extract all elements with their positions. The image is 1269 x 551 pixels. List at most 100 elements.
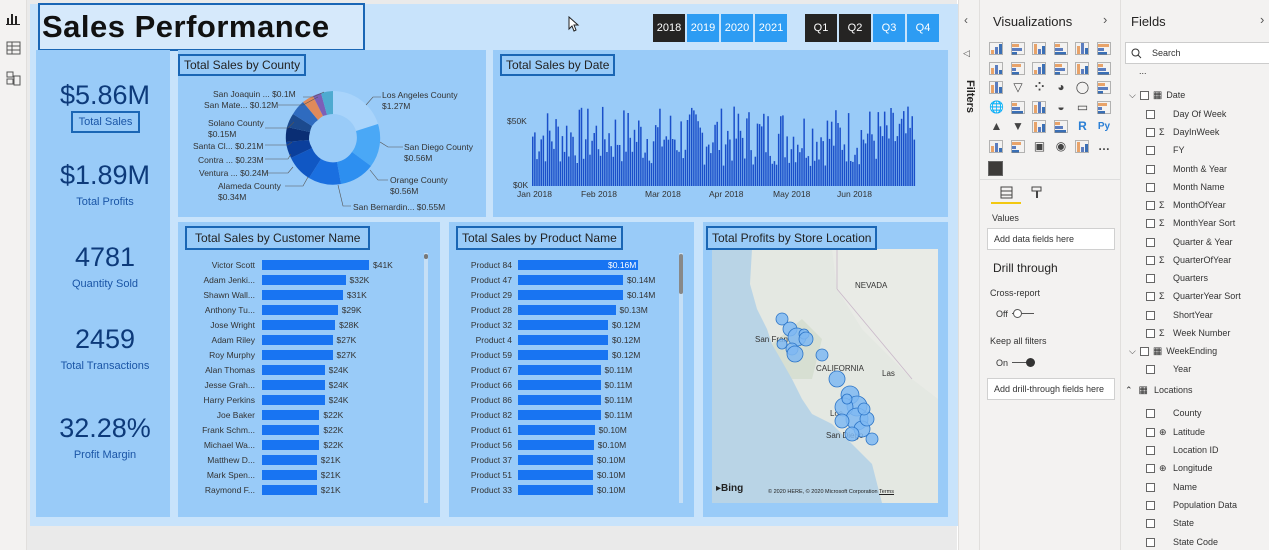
date-column[interactable] [773,161,776,186]
product-bar[interactable] [518,350,608,360]
date-column[interactable] [748,112,750,186]
customer-scroll-thumb[interactable] [424,254,428,259]
date-column[interactable] [881,136,884,186]
date-column[interactable] [536,159,538,186]
date-column-chart[interactable] [532,100,917,186]
customer-bar[interactable] [262,410,320,420]
date-column[interactable] [595,125,598,186]
product-bar[interactable] [518,470,593,480]
date-column[interactable] [548,130,551,186]
model-view-icon[interactable] [5,70,22,87]
date-column[interactable] [538,151,540,186]
date-column[interactable] [618,145,621,186]
clustered-column-icon[interactable] [1053,42,1068,55]
store-location-bubble[interactable] [844,426,860,442]
drill-through-well[interactable]: Add drill-through fields here [987,378,1115,400]
collapse-chevron-icon[interactable]: ⌃ [1125,385,1133,395]
date-column[interactable] [716,121,718,186]
customer-bar[interactable] [262,365,325,375]
collapse-left-icon[interactable]: ‹ [964,13,968,27]
date-column[interactable] [561,136,564,186]
date-column[interactable] [890,108,892,186]
quarter-slicer-q4[interactable]: Q4 [907,14,939,42]
field-item[interactable]: Quarters [1146,273,1208,287]
fields-search-input[interactable]: Search [1125,42,1269,64]
date-column[interactable] [563,151,566,186]
date-column[interactable] [597,149,600,186]
date-column[interactable] [903,111,905,186]
date-column[interactable] [568,156,570,187]
arcgis-icon[interactable]: ◉ [1055,138,1067,153]
date-column[interactable] [585,139,587,186]
field-item[interactable]: ⊕ Latitude [1146,427,1205,441]
date-column[interactable] [892,112,894,186]
date-column[interactable] [856,147,858,186]
date-column[interactable] [822,141,824,186]
store-location-bubble[interactable] [775,312,789,326]
field-item[interactable]: Year [1146,364,1191,378]
date-column[interactable] [599,155,602,186]
field-checkbox[interactable] [1146,183,1155,193]
date-column[interactable] [582,158,585,186]
field-checkbox[interactable] [1146,238,1155,248]
date-column[interactable] [807,156,810,186]
field-item[interactable]: Day Of Week [1146,109,1226,123]
date-column[interactable] [763,113,765,186]
filters-pane-collapsed[interactable]: ‹ ◁ Filters [958,0,979,550]
date-column[interactable] [551,141,553,186]
store-location-bubble[interactable] [828,370,846,388]
date-column[interactable] [631,151,634,186]
format-paint-roller-icon[interactable] [1029,185,1044,200]
field-checkbox[interactable] [1139,347,1149,357]
product-scrollbar[interactable] [679,253,683,503]
date-column[interactable] [580,107,583,186]
stacked-bar-icon[interactable] [989,42,1003,55]
product-bar[interactable] [518,440,594,450]
date-column[interactable] [786,136,788,186]
date-column[interactable] [695,114,697,186]
date-column[interactable] [886,125,888,186]
date-column[interactable] [629,137,632,186]
date-column[interactable] [691,107,693,186]
date-column[interactable] [640,126,642,186]
date-column[interactable] [648,160,651,186]
date-column[interactable] [544,161,547,186]
ribbon-icon[interactable] [1096,61,1111,75]
date-column[interactable] [811,128,814,186]
date-column[interactable] [839,127,841,186]
treemap-icon[interactable] [1096,81,1111,94]
pie-icon[interactable]: ◕ [1057,80,1065,94]
field-item[interactable]: State [1146,518,1194,532]
customer-scrollbar[interactable] [424,253,428,503]
date-column[interactable] [898,123,901,186]
date-column[interactable] [905,133,907,186]
product-bar[interactable] [518,335,608,345]
date-column[interactable] [752,164,754,187]
date-column[interactable] [593,133,595,186]
date-column[interactable] [852,161,854,186]
date-column[interactable] [722,165,725,186]
store-location-bubble[interactable] [834,413,850,429]
field-checkbox[interactable] [1146,128,1155,138]
field-checkbox[interactable] [1146,428,1155,438]
customer-bar[interactable] [262,335,333,345]
date-column[interactable] [760,126,763,186]
table-icon[interactable] [1032,120,1046,133]
field-item[interactable]: Σ QuarterOfYear [1146,255,1231,269]
quarter-slicer-q2[interactable]: Q2 [839,14,871,42]
date-column[interactable] [604,139,606,186]
map-bubble-layer[interactable] [712,249,938,503]
date-column[interactable] [699,127,701,186]
customer-bar[interactable] [262,350,333,360]
product-bar[interactable] [518,365,601,375]
product-bar[interactable] [518,410,601,420]
date-column[interactable] [833,145,835,186]
store-location-bubble[interactable] [841,393,853,405]
field-table-weekending[interactable]: ⌵ ▦ WeekEnding [1129,346,1217,360]
field-item[interactable]: Σ Week Number [1146,328,1230,342]
customer-bar[interactable] [262,425,320,435]
field-checkbox[interactable] [1146,409,1155,419]
date-column[interactable] [557,126,559,186]
date-column[interactable] [667,139,670,186]
funnel-icon[interactable]: ▽ [1013,80,1023,94]
